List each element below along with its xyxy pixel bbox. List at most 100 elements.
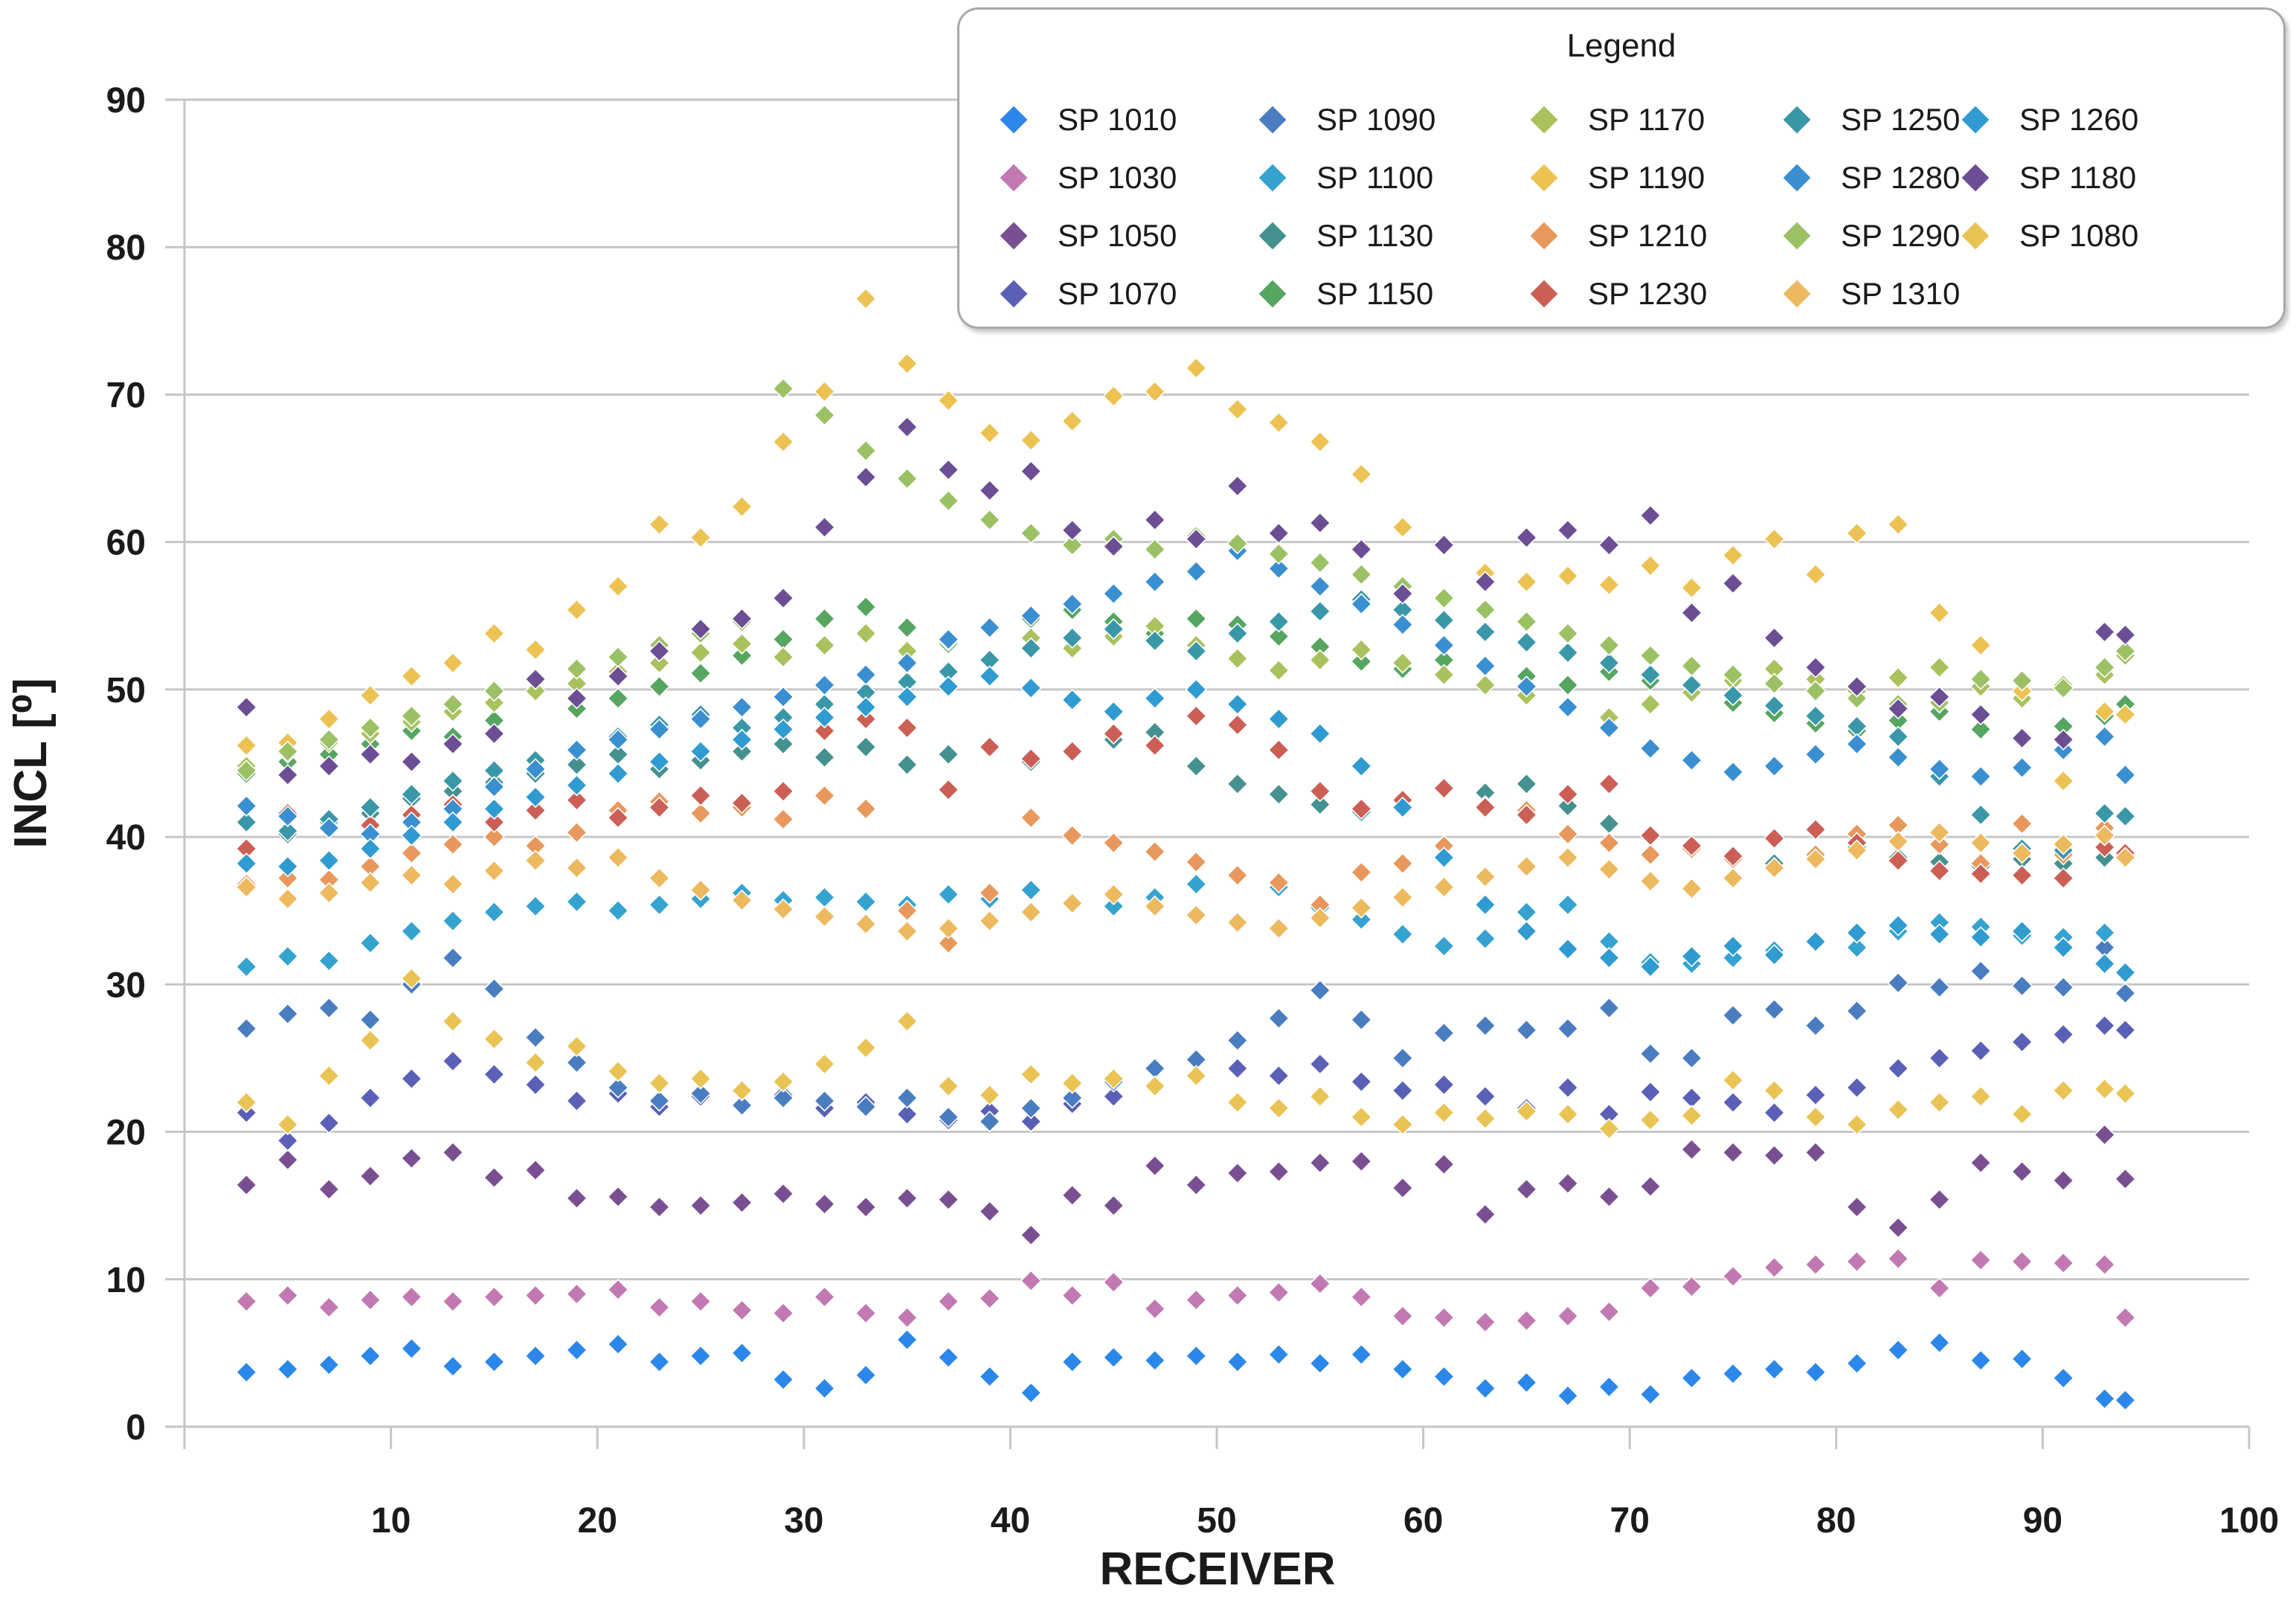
data-point <box>359 1087 382 1109</box>
data-point <box>2052 728 2074 751</box>
data-point <box>772 898 794 920</box>
data-point <box>1639 1175 1662 1198</box>
data-point <box>277 1149 299 1171</box>
data-point <box>607 665 629 687</box>
data-point <box>855 1302 877 1325</box>
data-point <box>2094 1015 2116 1037</box>
data-point <box>524 895 547 917</box>
data-point <box>2052 976 2074 998</box>
data-point <box>937 489 959 512</box>
data-point <box>895 1306 919 1329</box>
data-point <box>1515 920 1538 942</box>
data-point <box>1474 1377 1496 1400</box>
series-sp-1180 <box>235 416 2137 786</box>
data-point <box>565 1051 588 1074</box>
data-point <box>2052 1024 2074 1046</box>
data-point <box>1350 755 1372 777</box>
data-point <box>1598 634 1621 657</box>
data-point <box>1392 516 1414 539</box>
data-point <box>1309 1151 1331 1174</box>
data-point <box>400 864 422 887</box>
data-point <box>1928 602 1951 624</box>
data-point <box>442 1010 464 1032</box>
legend-label: SP 1290 <box>1841 218 1961 253</box>
data-point <box>2011 669 2033 692</box>
legend-marker-icon <box>1530 222 1558 250</box>
data-point <box>2011 1250 2033 1273</box>
legend-title: Legend <box>1566 28 1676 64</box>
y-tick-label: 40 <box>106 818 146 858</box>
data-point <box>359 932 382 954</box>
data-point <box>1639 1277 1662 1300</box>
data-point <box>400 783 422 806</box>
data-point <box>2011 727 2033 749</box>
data-point <box>1102 832 1125 854</box>
data-point <box>442 873 464 896</box>
legend-item-sp-1130: SP 1130 <box>1257 213 1433 258</box>
data-point <box>1474 1015 1496 1037</box>
legend-label: SP 1230 <box>1588 276 1708 311</box>
data-point <box>813 784 836 807</box>
data-point <box>689 1067 712 1090</box>
data-point <box>1432 876 1455 899</box>
data-point <box>442 947 464 969</box>
data-point <box>1969 832 1992 854</box>
data-point <box>400 704 422 727</box>
data-point <box>1887 1216 1909 1239</box>
data-point <box>1392 852 1414 875</box>
legend-label: SP 1250 <box>1841 102 1961 137</box>
data-point <box>813 746 836 768</box>
data-point <box>730 495 753 518</box>
data-point <box>937 628 959 651</box>
data-point <box>772 718 794 741</box>
data-point <box>772 808 794 830</box>
data-point <box>400 842 422 864</box>
data-point <box>937 675 959 698</box>
data-point <box>1722 664 1744 686</box>
legend-marker-icon <box>1000 106 1028 134</box>
data-point <box>1969 1039 1992 1062</box>
data-point <box>1185 704 1207 727</box>
data-point <box>2011 757 2033 779</box>
data-point <box>2052 677 2074 699</box>
data-point <box>648 675 671 698</box>
legend-marker-icon <box>1961 164 1990 192</box>
y-axis-title: INCL [⁰] <box>5 678 57 848</box>
data-point <box>1350 593 1372 615</box>
data-point <box>442 833 464 855</box>
data-point <box>318 949 340 972</box>
data-point <box>1392 1305 1414 1327</box>
data-point <box>483 776 506 798</box>
legend-item-sp-1090: SP 1090 <box>1257 97 1435 142</box>
data-point <box>277 945 299 968</box>
data-point <box>1226 1162 1249 1184</box>
data-point <box>277 1003 299 1025</box>
data-point <box>1598 652 1621 674</box>
data-point <box>1432 1306 1455 1329</box>
data-point <box>1061 1087 1084 1109</box>
data-point <box>1969 1085 1992 1108</box>
data-point <box>1680 749 1703 771</box>
data-point <box>524 786 547 809</box>
data-point <box>730 632 753 655</box>
data-point <box>1020 1063 1042 1085</box>
data-point <box>979 422 1001 444</box>
data-point <box>1845 1000 1868 1022</box>
legend-marker-icon <box>1783 222 1811 250</box>
legend-item-sp-1100: SP 1100 <box>1257 155 1433 200</box>
data-point <box>1928 860 1951 882</box>
data-point <box>1309 512 1331 534</box>
data-point <box>689 527 712 549</box>
data-point <box>359 684 382 707</box>
data-point <box>1763 626 1786 649</box>
data-point <box>524 1051 547 1074</box>
x-tick-label: 50 <box>1197 1501 1236 1541</box>
data-point <box>359 796 382 819</box>
data-point <box>1226 911 1249 934</box>
data-point <box>400 967 422 990</box>
data-point <box>2114 1168 2137 1190</box>
data-point <box>1887 667 1909 689</box>
data-point <box>318 849 340 872</box>
data-point <box>1598 858 1621 881</box>
data-point <box>1267 522 1290 545</box>
